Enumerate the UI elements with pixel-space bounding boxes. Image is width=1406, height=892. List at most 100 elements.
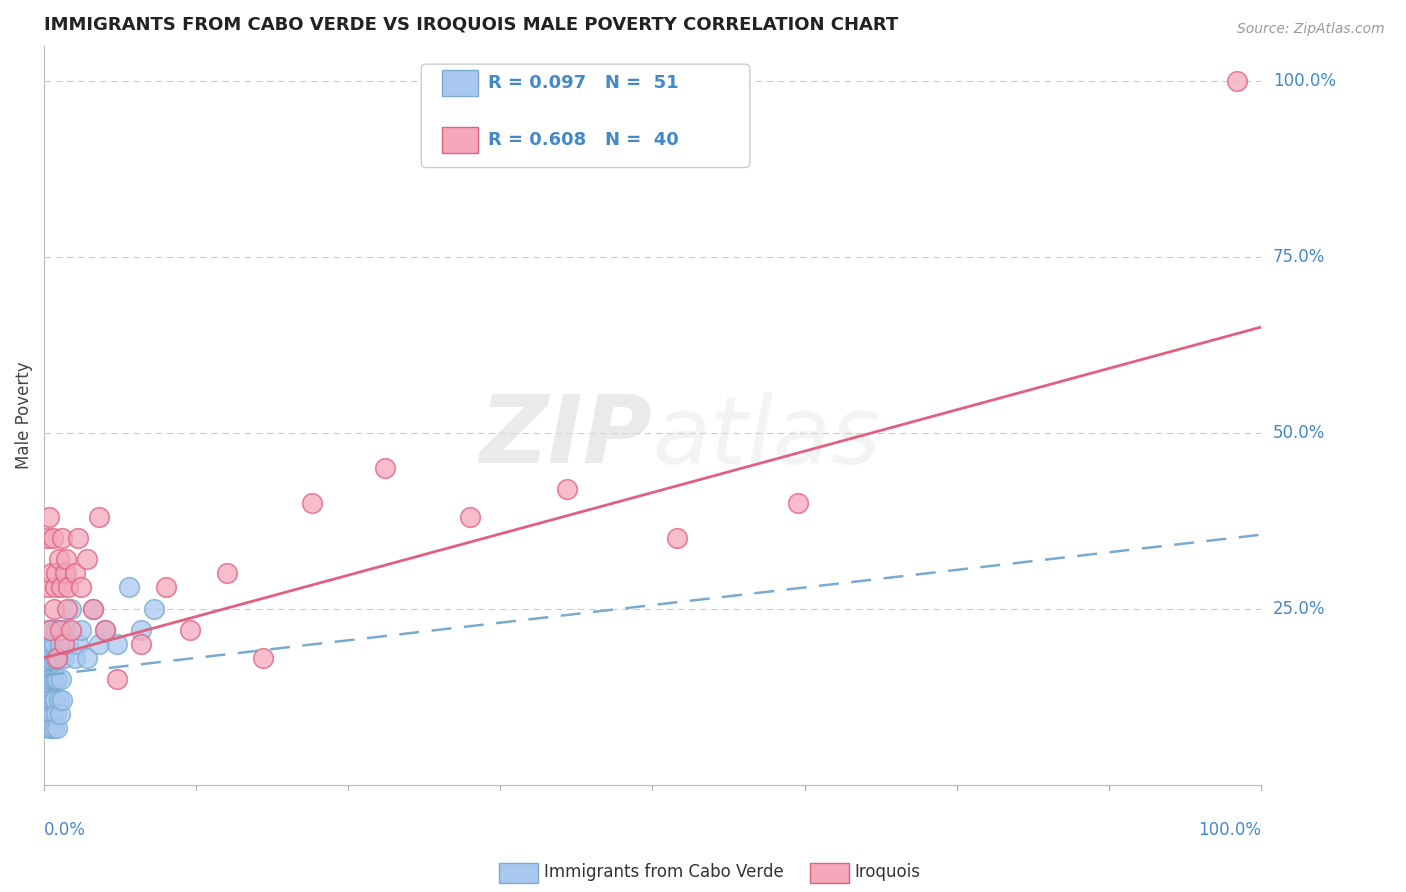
Point <box>131 637 153 651</box>
Point <box>63 566 86 581</box>
Point <box>48 552 70 566</box>
Point <box>42 601 65 615</box>
Point <box>105 672 128 686</box>
Point <box>39 623 62 637</box>
Point <box>76 552 98 566</box>
Point <box>41 721 63 735</box>
Y-axis label: Male Poverty: Male Poverty <box>15 361 32 469</box>
Text: 100.0%: 100.0% <box>1198 822 1261 839</box>
Point <box>53 566 76 581</box>
Point <box>59 601 82 615</box>
Point <box>51 531 73 545</box>
Text: atlas: atlas <box>652 392 880 483</box>
Point <box>787 496 810 510</box>
Point <box>53 623 76 637</box>
Point <box>37 623 59 637</box>
Point <box>49 581 72 595</box>
Point <box>45 566 67 581</box>
Point <box>87 637 110 651</box>
Point <box>45 651 67 665</box>
Point <box>44 581 66 595</box>
Point <box>44 693 66 707</box>
Point <box>56 601 79 615</box>
Point <box>37 581 59 595</box>
Text: R = 0.608   N =  40: R = 0.608 N = 40 <box>488 131 679 149</box>
Point <box>34 651 56 665</box>
Point <box>301 496 323 510</box>
Text: 25.0%: 25.0% <box>1272 599 1326 617</box>
Point <box>94 623 117 637</box>
Point <box>58 637 80 651</box>
Point <box>69 581 91 595</box>
Point <box>39 672 62 686</box>
Point <box>374 461 396 475</box>
Point <box>87 510 110 524</box>
Point <box>46 721 69 735</box>
Point <box>94 623 117 637</box>
Point <box>59 623 82 637</box>
Point <box>39 707 62 722</box>
Text: 0.0%: 0.0% <box>44 822 86 839</box>
Point <box>63 651 86 665</box>
Point <box>118 581 141 595</box>
Point <box>39 693 62 707</box>
Point <box>35 693 58 707</box>
Point <box>41 566 63 581</box>
Point <box>41 531 63 545</box>
Point <box>82 601 104 615</box>
Point <box>55 566 77 581</box>
Point <box>45 623 67 637</box>
Point <box>41 651 63 665</box>
Point <box>215 566 238 581</box>
Point <box>45 707 67 722</box>
Point <box>49 707 72 722</box>
Point <box>67 637 90 651</box>
Point <box>41 623 63 637</box>
Point <box>37 672 59 686</box>
Text: 50.0%: 50.0% <box>1272 424 1326 442</box>
Point <box>35 531 58 545</box>
Text: Source: ZipAtlas.com: Source: ZipAtlas.com <box>1237 22 1385 37</box>
Text: Iroquois: Iroquois <box>855 863 921 881</box>
Point <box>46 651 69 665</box>
Point <box>41 707 63 722</box>
Point <box>38 721 60 735</box>
Text: IMMIGRANTS FROM CABO VERDE VS IROQUOIS MALE POVERTY CORRELATION CHART: IMMIGRANTS FROM CABO VERDE VS IROQUOIS M… <box>44 15 898 33</box>
Point <box>179 623 201 637</box>
Point <box>48 693 70 707</box>
Point <box>69 623 91 637</box>
Point <box>46 672 69 686</box>
FancyBboxPatch shape <box>422 64 749 168</box>
Point <box>44 672 66 686</box>
Text: Immigrants from Cabo Verde: Immigrants from Cabo Verde <box>544 863 785 881</box>
Text: ZIP: ZIP <box>479 392 652 483</box>
Point <box>142 601 165 615</box>
FancyBboxPatch shape <box>441 70 478 96</box>
Point <box>51 693 73 707</box>
Point <box>67 531 90 545</box>
Point <box>55 552 77 566</box>
Point <box>48 651 70 665</box>
Point <box>555 482 578 496</box>
Point <box>49 637 72 651</box>
Text: 100.0%: 100.0% <box>1272 72 1336 90</box>
Text: 75.0%: 75.0% <box>1272 248 1326 266</box>
FancyBboxPatch shape <box>441 127 478 153</box>
Point <box>38 651 60 665</box>
Point <box>131 623 153 637</box>
Point <box>42 721 65 735</box>
Point <box>105 637 128 651</box>
Point <box>665 531 688 545</box>
Point <box>52 651 75 665</box>
Point <box>82 601 104 615</box>
Point <box>252 651 274 665</box>
Point <box>1225 74 1247 88</box>
Point <box>37 707 59 722</box>
Point <box>155 581 177 595</box>
Point <box>49 623 72 637</box>
Point <box>39 637 62 651</box>
Point <box>58 581 80 595</box>
Point <box>35 637 58 651</box>
Point <box>49 672 72 686</box>
Point <box>41 672 63 686</box>
